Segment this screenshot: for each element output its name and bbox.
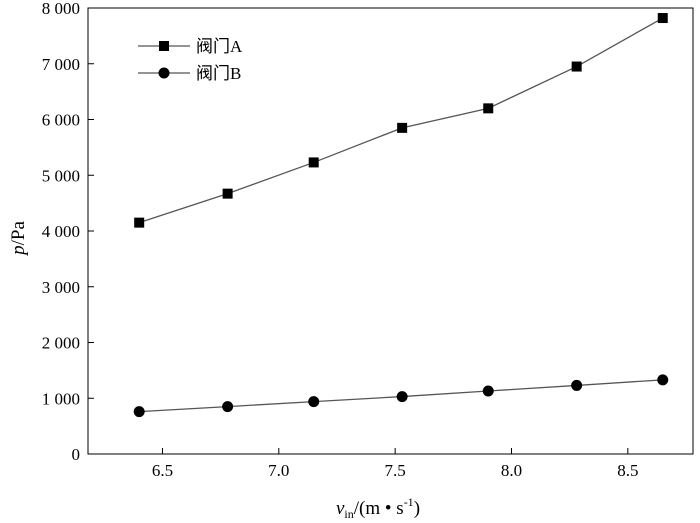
data-point (482, 385, 494, 397)
data-point (222, 188, 233, 199)
data-point (133, 406, 145, 418)
data-point (222, 401, 234, 413)
plot-border (87, 7, 694, 455)
data-point (571, 61, 582, 72)
y-tick-label: 4 000 (42, 222, 80, 241)
legend-label: 阀门A (196, 37, 243, 56)
legend-item: 阀门A (138, 37, 243, 56)
y-tick-label: 3 000 (42, 278, 80, 297)
x-tick-label: 6.5 (152, 461, 173, 480)
data-point (571, 379, 583, 391)
data-point (396, 391, 408, 403)
plot-frame (87, 7, 694, 455)
legend-marker (158, 67, 170, 79)
x-axis: 6.5 7.0 7.5 8.0 8.5 (152, 448, 638, 480)
y-tick-label: 6 000 (42, 111, 80, 130)
y-tick-label: 2 000 (42, 334, 80, 353)
series-0 (134, 13, 668, 228)
x-tick-label: 7.0 (268, 461, 289, 480)
legend-marker (159, 41, 169, 51)
data-point (483, 103, 494, 114)
y-tick-label: 1 000 (42, 389, 80, 408)
y-axis: 0 1 000 2 000 3 000 4 000 5 000 6 000 7 000 8 00… (42, 0, 94, 464)
y-axis-label: p/Pa (8, 221, 29, 257)
x-axis-label: vin/(m • s-1) (336, 495, 420, 521)
legend-label: 阀门B (196, 64, 241, 83)
x-tick-label: 8.5 (617, 461, 638, 480)
series-layer (133, 13, 669, 418)
y-tick-label: 5 000 (42, 166, 80, 185)
x-tick-label: 7.5 (385, 461, 406, 480)
legend-item: 阀门B (138, 64, 241, 83)
y-tick-label: 7 000 (42, 55, 80, 74)
data-point (657, 13, 668, 24)
series-1 (133, 374, 669, 418)
data-point (397, 122, 408, 133)
x-tick-label: 8.0 (501, 461, 522, 480)
data-point (308, 396, 320, 408)
y-tick-label: 8 000 (42, 0, 80, 18)
data-point (134, 217, 145, 228)
legend: 阀门A 阀门B (138, 37, 243, 83)
data-point (657, 374, 669, 386)
y-tick-label: 0 (72, 445, 81, 464)
data-point (308, 157, 319, 168)
